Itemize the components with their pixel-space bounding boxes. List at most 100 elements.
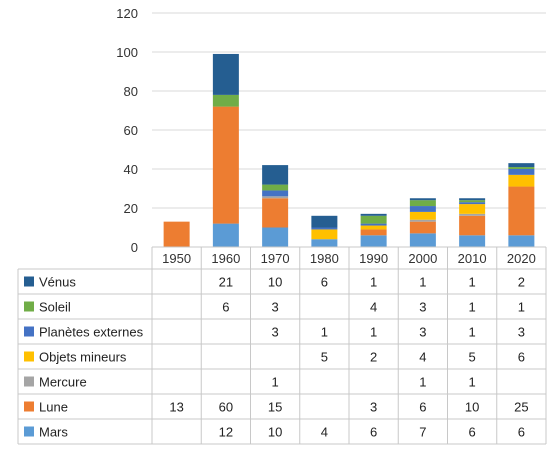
- bar-objets-mineurs-2000: [409, 211, 436, 220]
- data-label: 12: [219, 425, 233, 440]
- y-tick-label: 20: [124, 201, 138, 216]
- bar-mercure-1970: [262, 196, 289, 199]
- data-label: 6: [518, 350, 525, 365]
- data-label: 4: [370, 300, 377, 315]
- bar-mercure-2000: [409, 219, 436, 222]
- bar-mercure-2010: [459, 213, 486, 216]
- bar-soleil-2010: [459, 200, 486, 203]
- data-label: 1: [469, 325, 476, 340]
- x-tick-label: 2020: [507, 251, 536, 266]
- legend-key: [24, 301, 34, 312]
- x-tick-label: 1970: [261, 251, 290, 266]
- data-label: 1: [419, 275, 426, 290]
- data-label: 1: [469, 375, 476, 390]
- data-label: 1: [518, 300, 525, 315]
- data-label: 1: [469, 275, 476, 290]
- data-label: 3: [272, 325, 279, 340]
- x-tick-label: 1950: [162, 251, 191, 266]
- data-label: 1: [370, 275, 377, 290]
- legend-key: [24, 426, 34, 437]
- data-label: 25: [514, 400, 528, 415]
- data-label: 6: [222, 300, 229, 315]
- data-label: 21: [219, 275, 233, 290]
- y-tick-label: 80: [124, 84, 138, 99]
- bar-soleil-1970: [262, 184, 289, 191]
- data-label: 10: [465, 400, 479, 415]
- bar-mars-1980: [311, 239, 338, 247]
- bar-mars-1970: [262, 227, 289, 247]
- bar-mars-2000: [409, 233, 436, 247]
- bar-v-nus-2020: [508, 163, 535, 168]
- data-label: 2: [370, 350, 377, 365]
- bar-v-nus-2010: [459, 198, 486, 201]
- legend-label: Mercure: [39, 375, 87, 390]
- x-tick-label: 1990: [359, 251, 388, 266]
- bar-lune-1950: [163, 221, 190, 247]
- legend-label: Vénus: [39, 275, 76, 290]
- bar-lune-1960: [212, 106, 239, 224]
- bar-mars-2020: [508, 235, 535, 247]
- bar-plan-tes-externes-1970: [262, 190, 289, 197]
- data-label: 4: [321, 425, 328, 440]
- legend-key: [24, 401, 34, 412]
- data-label: 10: [268, 275, 282, 290]
- bar-plan-tes-externes-1990: [360, 223, 387, 226]
- bar-v-nus-1980: [311, 215, 338, 228]
- legend-key: [24, 276, 34, 287]
- y-tick-label: 120: [116, 6, 138, 21]
- data-label: 3: [518, 325, 525, 340]
- data-label: 1: [370, 325, 377, 340]
- x-tick-label: 2010: [458, 251, 487, 266]
- bars: [163, 53, 535, 247]
- bar-objets-mineurs-1980: [311, 229, 338, 240]
- bar-plan-tes-externes-2010: [459, 202, 486, 205]
- data-label: 5: [321, 350, 328, 365]
- bar-plan-tes-externes-2000: [409, 206, 436, 212]
- bar-plan-tes-externes-1980: [311, 227, 338, 230]
- bar-soleil-1990: [360, 215, 387, 224]
- y-tick-label: 60: [124, 123, 138, 138]
- data-label: 3: [419, 325, 426, 340]
- data-label: 6: [469, 425, 476, 440]
- legend-key: [24, 376, 34, 387]
- bar-soleil-1960: [212, 94, 239, 107]
- legend-label: Mars: [39, 425, 68, 440]
- data-label: 10: [268, 425, 282, 440]
- bar-mars-1960: [212, 223, 239, 247]
- legend-key: [24, 326, 34, 337]
- legend-label: Lune: [39, 400, 68, 415]
- data-label: 4: [419, 350, 426, 365]
- data-label: 3: [272, 300, 279, 315]
- data-label: 60: [219, 400, 233, 415]
- x-tick-label: 1960: [211, 251, 240, 266]
- data-label: 6: [419, 400, 426, 415]
- bar-plan-tes-externes-2020: [508, 169, 535, 175]
- data-label: 15: [268, 400, 282, 415]
- bar-objets-mineurs-1990: [360, 225, 387, 230]
- bar-lune-1990: [360, 229, 387, 236]
- grid-lines: [152, 12, 546, 248]
- data-label: 1: [469, 300, 476, 315]
- bar-v-nus-1970: [262, 165, 289, 185]
- bar-objets-mineurs-2020: [508, 174, 535, 187]
- data-label: 1: [419, 375, 426, 390]
- data-label: 13: [169, 400, 183, 415]
- y-tick-label: 0: [131, 240, 138, 255]
- data-label: 6: [321, 275, 328, 290]
- bar-mars-2010: [459, 235, 486, 247]
- bar-v-nus-1990: [360, 213, 387, 216]
- bar-lune-2000: [409, 221, 436, 234]
- y-tick-label: 100: [116, 45, 138, 60]
- y-tick-label: 40: [124, 162, 138, 177]
- bar-v-nus-2000: [409, 198, 436, 201]
- legend-label: Soleil: [39, 300, 71, 315]
- legend-label: Planètes externes: [39, 325, 144, 340]
- data-label: 7: [419, 425, 426, 440]
- bar-objets-mineurs-2010: [459, 204, 486, 214]
- x-tick-label: 1980: [310, 251, 339, 266]
- data-label: 1: [321, 325, 328, 340]
- data-label: 3: [370, 400, 377, 415]
- bar-lune-2010: [459, 215, 486, 236]
